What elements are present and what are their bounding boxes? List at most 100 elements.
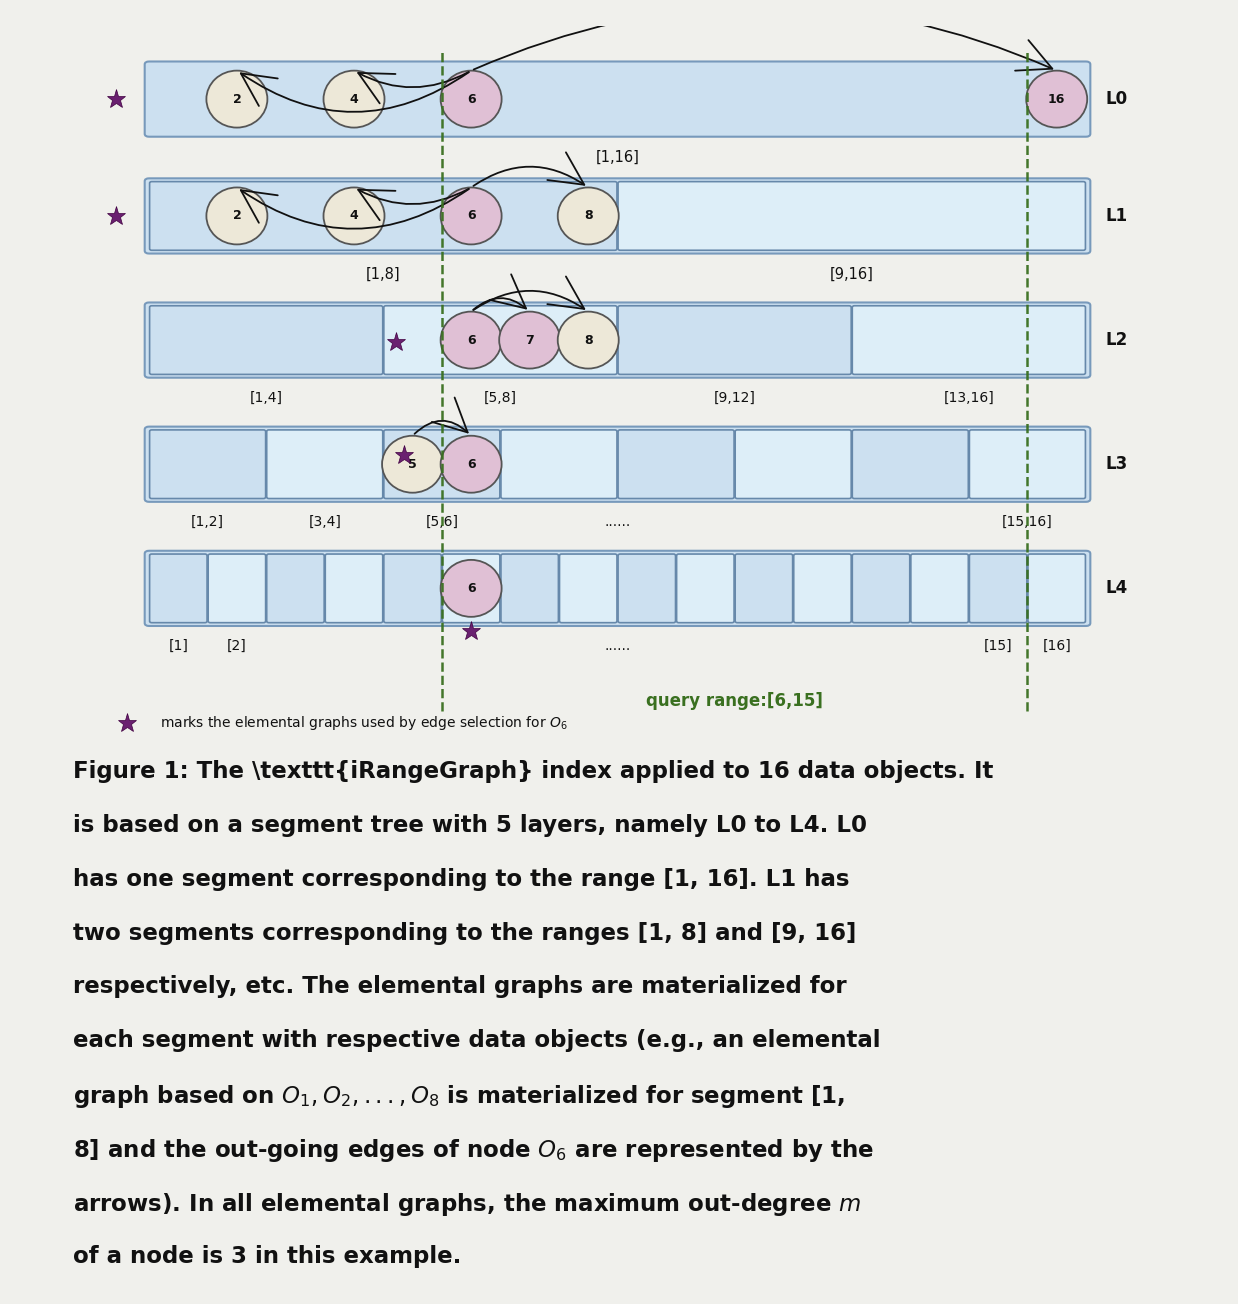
- FancyBboxPatch shape: [618, 181, 1086, 250]
- Text: query range:[6,15]: query range:[6,15]: [646, 692, 823, 711]
- FancyBboxPatch shape: [266, 430, 383, 498]
- Text: [5,6]: [5,6]: [426, 515, 458, 529]
- Text: [15,16]: [15,16]: [1002, 515, 1052, 529]
- Text: [13,16]: [13,16]: [943, 391, 994, 404]
- FancyBboxPatch shape: [969, 554, 1026, 623]
- Text: respectively, etc. The elemental graphs are materialized for: respectively, etc. The elemental graphs …: [73, 975, 847, 999]
- Ellipse shape: [441, 188, 501, 244]
- FancyBboxPatch shape: [852, 554, 910, 623]
- FancyBboxPatch shape: [384, 430, 500, 498]
- Text: 6: 6: [467, 582, 475, 595]
- Text: 4: 4: [349, 210, 358, 223]
- Text: 6: 6: [467, 334, 475, 347]
- Text: 2: 2: [233, 93, 241, 106]
- FancyBboxPatch shape: [145, 179, 1091, 253]
- Text: 6: 6: [467, 458, 475, 471]
- FancyArrowPatch shape: [473, 276, 584, 310]
- FancyBboxPatch shape: [852, 305, 1086, 374]
- Text: has one segment corresponding to the range [1, 16]. L1 has: has one segment corresponding to the ran…: [73, 867, 849, 891]
- FancyBboxPatch shape: [145, 550, 1091, 626]
- FancyBboxPatch shape: [969, 430, 1086, 498]
- Ellipse shape: [499, 312, 560, 369]
- Text: [3,4]: [3,4]: [308, 515, 342, 529]
- FancyBboxPatch shape: [145, 426, 1091, 502]
- FancyBboxPatch shape: [735, 430, 852, 498]
- Text: two segments corresponding to the ranges [1, 8] and [9, 16]: two segments corresponding to the ranges…: [73, 922, 857, 944]
- Text: 8: 8: [584, 334, 593, 347]
- Text: 8: 8: [584, 210, 593, 223]
- Ellipse shape: [323, 70, 385, 128]
- FancyBboxPatch shape: [852, 430, 968, 498]
- Text: 8] and the out-going edges of node $O_6$ are represented by the: 8] and the out-going edges of node $O_6$…: [73, 1137, 874, 1164]
- FancyArrowPatch shape: [473, 274, 526, 310]
- Text: 6: 6: [467, 210, 475, 223]
- FancyBboxPatch shape: [1028, 554, 1086, 623]
- FancyArrowPatch shape: [241, 189, 469, 228]
- FancyArrowPatch shape: [358, 72, 469, 103]
- FancyBboxPatch shape: [442, 554, 500, 623]
- Text: 16: 16: [1049, 93, 1066, 106]
- Text: [1,2]: [1,2]: [191, 515, 224, 529]
- Ellipse shape: [1026, 70, 1087, 128]
- Text: [15]: [15]: [984, 639, 1013, 653]
- Text: of a node is 3 in this example.: of a node is 3 in this example.: [73, 1244, 462, 1267]
- Ellipse shape: [441, 559, 501, 617]
- Ellipse shape: [323, 188, 385, 244]
- FancyBboxPatch shape: [266, 554, 324, 623]
- Text: 5: 5: [409, 458, 417, 471]
- Text: graph based on $O_1, O_2, ..., O_8$ is materialized for segment [1,: graph based on $O_1, O_2, ..., O_8$ is m…: [73, 1084, 846, 1110]
- FancyBboxPatch shape: [618, 305, 852, 374]
- Text: Figure 1: The \texttt{iRangeGraph} index applied to 16 data objects. It: Figure 1: The \texttt{iRangeGraph} index…: [73, 760, 994, 784]
- Ellipse shape: [383, 436, 443, 493]
- FancyBboxPatch shape: [618, 554, 676, 623]
- Ellipse shape: [441, 312, 501, 369]
- FancyArrowPatch shape: [473, 153, 584, 186]
- Ellipse shape: [207, 188, 267, 244]
- Text: marks the elemental graphs used by edge selection for $O_6$: marks the elemental graphs used by edge …: [160, 715, 568, 733]
- Text: [16]: [16]: [1042, 639, 1071, 653]
- FancyBboxPatch shape: [618, 430, 734, 498]
- FancyArrowPatch shape: [474, 7, 1052, 70]
- Ellipse shape: [207, 70, 267, 128]
- Ellipse shape: [558, 312, 619, 369]
- Text: [5,8]: [5,8]: [484, 391, 517, 404]
- FancyBboxPatch shape: [677, 554, 734, 623]
- FancyBboxPatch shape: [326, 554, 383, 623]
- FancyBboxPatch shape: [560, 554, 617, 623]
- Ellipse shape: [441, 70, 501, 128]
- Text: L2: L2: [1106, 331, 1128, 349]
- FancyBboxPatch shape: [145, 61, 1091, 137]
- Text: [9,16]: [9,16]: [829, 267, 874, 282]
- FancyBboxPatch shape: [150, 181, 617, 250]
- Text: 4: 4: [349, 93, 358, 106]
- FancyBboxPatch shape: [501, 430, 617, 498]
- FancyBboxPatch shape: [735, 554, 792, 623]
- Text: 6: 6: [467, 93, 475, 106]
- FancyBboxPatch shape: [208, 554, 266, 623]
- Text: is based on a segment tree with 5 layers, namely L0 to L4. L0: is based on a segment tree with 5 layers…: [73, 814, 868, 837]
- Ellipse shape: [441, 436, 501, 493]
- FancyBboxPatch shape: [501, 554, 558, 623]
- FancyBboxPatch shape: [150, 305, 383, 374]
- Ellipse shape: [558, 188, 619, 244]
- Text: [9,12]: [9,12]: [713, 391, 755, 404]
- Text: [1]: [1]: [168, 639, 188, 653]
- Text: 2: 2: [233, 210, 241, 223]
- Text: [1,16]: [1,16]: [595, 150, 640, 164]
- Text: L0: L0: [1106, 90, 1128, 108]
- FancyBboxPatch shape: [150, 430, 266, 498]
- Text: [1,8]: [1,8]: [366, 267, 401, 282]
- Text: L3: L3: [1106, 455, 1128, 473]
- FancyBboxPatch shape: [911, 554, 968, 623]
- Text: each segment with respective data objects (e.g., an elemental: each segment with respective data object…: [73, 1029, 880, 1052]
- FancyBboxPatch shape: [384, 554, 441, 623]
- FancyBboxPatch shape: [145, 303, 1091, 378]
- FancyBboxPatch shape: [150, 554, 207, 623]
- Text: ......: ......: [604, 515, 630, 529]
- Text: L4: L4: [1106, 579, 1128, 597]
- Text: L1: L1: [1106, 207, 1128, 226]
- FancyBboxPatch shape: [794, 554, 852, 623]
- Text: [1,4]: [1,4]: [250, 391, 282, 404]
- Text: [2]: [2]: [227, 639, 246, 653]
- Text: arrows). In all elemental graphs, the maximum out-degree $m$: arrows). In all elemental graphs, the ma…: [73, 1191, 862, 1218]
